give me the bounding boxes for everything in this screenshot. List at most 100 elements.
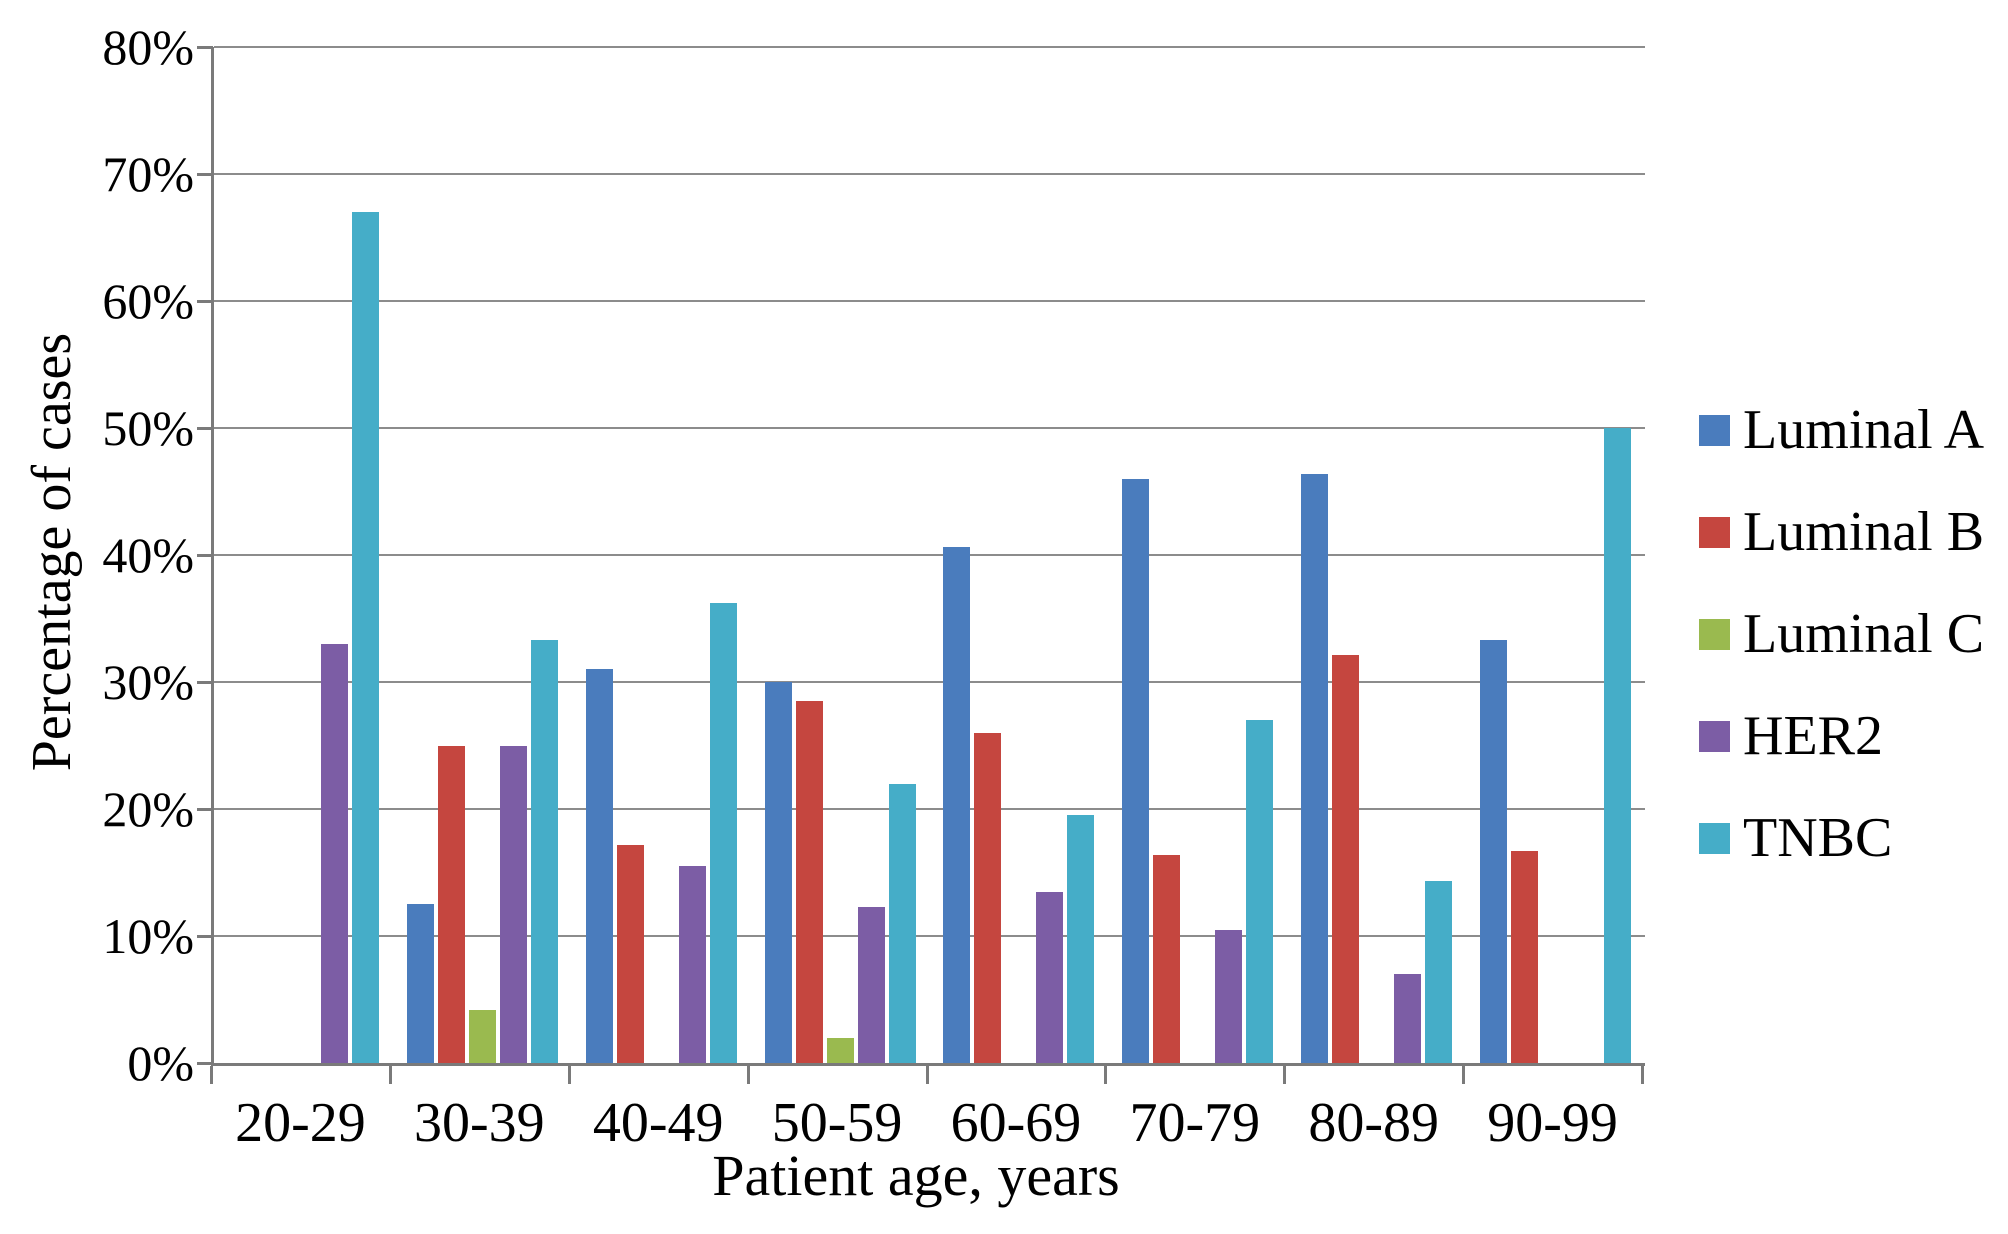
bar-luminal-b-70-79 [1153, 854, 1181, 1063]
legend-swatch-tnbc [1699, 822, 1730, 854]
bar-her2-60-69 [1036, 891, 1064, 1063]
bar-group-30-39 [393, 47, 572, 1063]
legend-item-luminal-b: Luminal B [1699, 504, 1984, 560]
bar-luminal-b-60-69 [974, 732, 1002, 1063]
y-tick [197, 554, 213, 557]
x-tick-label-80-89: 80-89 [1308, 1092, 1440, 1154]
legend-swatch-her2 [1699, 720, 1730, 752]
gridline [214, 300, 1645, 302]
bar-her2-40-49 [678, 866, 706, 1063]
legend-item-tnbc: TNBC [1699, 810, 1984, 866]
bar-luminal-a-70-79 [1122, 478, 1150, 1063]
gridline [214, 935, 1645, 937]
x-tick-label-50-59: 50-59 [771, 1092, 903, 1154]
y-tick-label: 40% [102, 527, 194, 583]
bar-tnbc-20-29 [351, 212, 379, 1063]
bar-group-60-69 [930, 47, 1109, 1063]
bar-luminal-b-90-99 [1511, 850, 1539, 1063]
bar-tnbc-90-99 [1604, 428, 1632, 1063]
legend-label: TNBC [1743, 807, 1893, 869]
y-tick-label: 50% [102, 400, 194, 456]
y-tick [197, 300, 213, 303]
bar-tnbc-70-79 [1246, 720, 1274, 1063]
bar-luminal-a-60-69 [943, 547, 971, 1063]
bar-luminal-a-30-39 [406, 904, 434, 1063]
bar-tnbc-40-49 [709, 603, 737, 1063]
x-tick-label-40-49: 40-49 [592, 1092, 724, 1154]
bar-luminal-c-30-39 [468, 1009, 496, 1063]
bar-luminal-b-50-59 [795, 701, 823, 1063]
y-tick-label: 70% [102, 146, 194, 202]
legend-item-luminal-c: Luminal C [1699, 606, 1984, 662]
x-tick [746, 1066, 750, 1084]
x-tick [1641, 1066, 1644, 1084]
bar-her2-50-59 [857, 906, 885, 1063]
bar-her2-70-79 [1215, 929, 1243, 1063]
bar-her2-20-29 [320, 643, 348, 1063]
bar-luminal-c-50-59 [826, 1037, 854, 1063]
bar-luminal-b-80-89 [1332, 655, 1360, 1063]
x-tick [1462, 1066, 1466, 1084]
bar-luminal-a-50-59 [764, 682, 792, 1063]
x-tick-label-20-29: 20-29 [235, 1092, 366, 1154]
y-tick-label: 20% [102, 781, 194, 837]
bar-tnbc-80-89 [1425, 881, 1453, 1063]
bar-group-70-79 [1108, 47, 1287, 1063]
legend-label: Luminal A [1743, 399, 1985, 461]
y-tick [197, 427, 213, 430]
bar-luminal-a-40-49 [585, 669, 613, 1063]
bar-her2-80-89 [1394, 974, 1422, 1063]
x-tick [925, 1066, 929, 1084]
legend-label: Luminal B [1743, 501, 1985, 563]
y-tick-label: 60% [102, 273, 194, 329]
x-tick [567, 1066, 571, 1084]
x-tick [1104, 1066, 1108, 1084]
y-tick-label: 0% [127, 1035, 194, 1091]
legend-item-luminal-a: Luminal A [1699, 402, 1984, 458]
bar-luminal-a-80-89 [1301, 473, 1329, 1063]
x-tick-label-90-99: 90-99 [1487, 1092, 1618, 1154]
bar-luminal-b-40-49 [616, 844, 644, 1063]
y-tick [197, 46, 213, 49]
legend-label: HER2 [1743, 705, 1883, 767]
bar-tnbc-60-69 [1067, 815, 1095, 1063]
bar-tnbc-50-59 [888, 783, 916, 1063]
x-tick-label-60-69: 60-69 [950, 1092, 1082, 1154]
plot-area [211, 46, 1645, 1066]
bar-tnbc-30-39 [530, 640, 558, 1063]
x-tick [210, 1066, 213, 1084]
legend-swatch-luminal-b [1699, 516, 1730, 548]
x-tick-label-30-39: 30-39 [413, 1092, 545, 1154]
bar-group-80-89 [1287, 47, 1466, 1063]
bar-luminal-a-90-99 [1480, 640, 1508, 1063]
x-tick [1283, 1066, 1287, 1084]
gridline [214, 173, 1645, 175]
y-tick [197, 935, 213, 938]
gridline [214, 427, 1645, 429]
bar-group-40-49 [572, 47, 751, 1063]
legend-swatch-luminal-c [1699, 618, 1730, 650]
legend-item-her2: HER2 [1699, 708, 1984, 764]
x-tick-label-70-79: 70-79 [1129, 1092, 1261, 1154]
gridline [214, 681, 1645, 683]
bar-her2-30-39 [499, 745, 527, 1063]
y-tick-label: 30% [102, 654, 194, 710]
gridline [214, 554, 1645, 556]
legend: Luminal A Luminal B Luminal C HER2 TNBC [1699, 402, 1984, 866]
legend-swatch-luminal-a [1699, 414, 1730, 446]
y-tick [197, 808, 213, 811]
legend-label: Luminal C [1743, 603, 1985, 665]
y-tick [197, 1062, 213, 1065]
y-tick-label: 10% [102, 908, 194, 964]
bar-groups [214, 47, 1645, 1063]
y-tick-label: 80% [102, 19, 194, 75]
bar-luminal-b-30-39 [437, 745, 465, 1063]
bar-group-90-99 [1466, 47, 1645, 1063]
y-tick [197, 173, 213, 176]
y-tick [197, 681, 213, 684]
gridline [214, 46, 1645, 48]
x-tick [388, 1066, 392, 1084]
bar-group-20-29 [214, 47, 393, 1063]
gridline [214, 808, 1645, 810]
